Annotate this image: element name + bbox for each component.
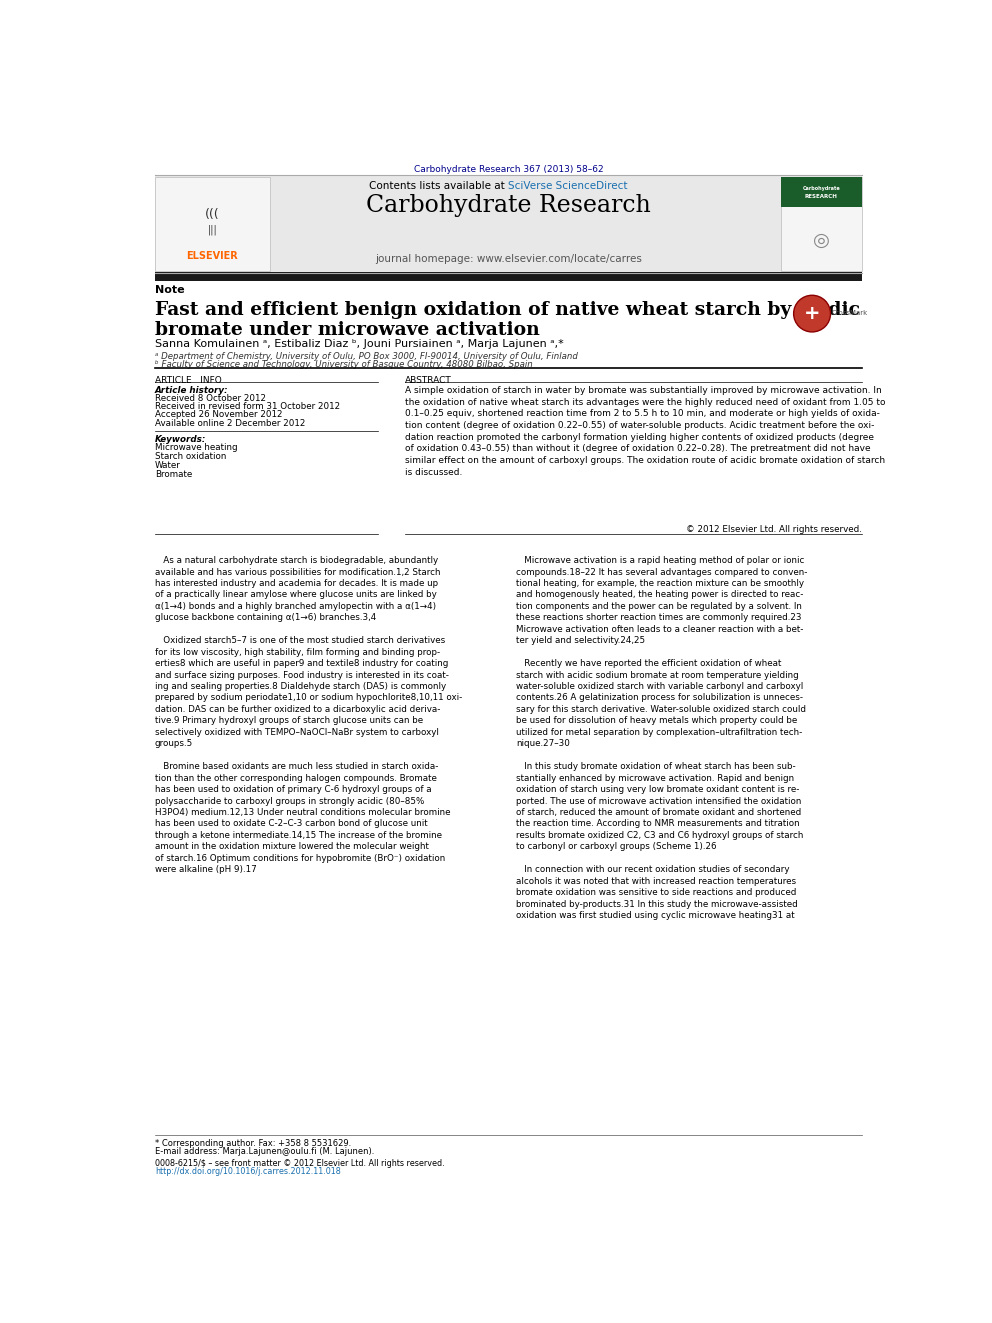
- Text: Bromate: Bromate: [155, 471, 192, 479]
- FancyBboxPatch shape: [155, 271, 862, 280]
- Text: ABSTRACT: ABSTRACT: [405, 376, 451, 385]
- Text: CrossMark: CrossMark: [831, 310, 868, 316]
- Text: Contents lists available at: Contents lists available at: [369, 181, 509, 191]
- Text: |||: |||: [207, 225, 217, 235]
- Text: Microwave activation is a rapid heating method of polar or ionic
compounds.18–22: Microwave activation is a rapid heating …: [516, 556, 807, 919]
- Text: ᵃ Department of Chemistry, University of Oulu, PO Box 3000, FI-90014, University: ᵃ Department of Chemistry, University of…: [155, 352, 577, 361]
- Text: Article history:: Article history:: [155, 386, 228, 396]
- Text: Carbohydrate: Carbohydrate: [803, 185, 840, 191]
- Text: Microwave heating: Microwave heating: [155, 443, 237, 452]
- Text: SciVerse ScienceDirect: SciVerse ScienceDirect: [509, 181, 628, 191]
- FancyBboxPatch shape: [782, 177, 862, 271]
- Text: As a natural carbohydrate starch is biodegradable, abundantly
available and has : As a natural carbohydrate starch is biod…: [155, 556, 462, 875]
- Text: A simple oxidation of starch in water by bromate was substantially improved by m: A simple oxidation of starch in water by…: [405, 386, 885, 476]
- Text: Received in revised form 31 October 2012: Received in revised form 31 October 2012: [155, 402, 340, 411]
- Text: Starch oxidation: Starch oxidation: [155, 452, 226, 462]
- Text: RESEARCH: RESEARCH: [805, 194, 837, 198]
- Text: Received 8 October 2012: Received 8 October 2012: [155, 394, 266, 404]
- FancyBboxPatch shape: [155, 177, 270, 271]
- Text: Note: Note: [155, 284, 185, 295]
- Text: ᵇ Faculty of Science and Technology, University of Basque Country, 48080 Bilbao,: ᵇ Faculty of Science and Technology, Uni…: [155, 360, 533, 369]
- Text: Carbohydrate Research: Carbohydrate Research: [366, 194, 651, 217]
- Text: Carbohydrate Research 367 (2013) 58–62: Carbohydrate Research 367 (2013) 58–62: [414, 165, 603, 173]
- Text: ARTICLE   INFO: ARTICLE INFO: [155, 376, 221, 385]
- Text: Fast and efficient benign oxidation of native wheat starch by acidic: Fast and efficient benign oxidation of n…: [155, 302, 860, 319]
- Ellipse shape: [794, 295, 830, 332]
- Text: © 2012 Elsevier Ltd. All rights reserved.: © 2012 Elsevier Ltd. All rights reserved…: [686, 525, 862, 534]
- Text: Accepted 26 November 2012: Accepted 26 November 2012: [155, 410, 283, 419]
- Text: Keywords:: Keywords:: [155, 435, 206, 443]
- Text: ◎: ◎: [812, 230, 829, 250]
- Text: Water: Water: [155, 462, 181, 470]
- Text: journal homepage: www.elsevier.com/locate/carres: journal homepage: www.elsevier.com/locat…: [375, 254, 642, 263]
- Text: Available online 2 December 2012: Available online 2 December 2012: [155, 418, 306, 427]
- Text: E-mail address: Marja.Lajunen@oulu.fi (M. Lajunen).: E-mail address: Marja.Lajunen@oulu.fi (M…: [155, 1147, 374, 1156]
- FancyBboxPatch shape: [782, 177, 862, 206]
- FancyBboxPatch shape: [155, 175, 862, 273]
- Text: Sanna Komulainen ᵃ, Estibaliz Diaz ᵇ, Jouni Pursiainen ᵃ, Marja Lajunen ᵃ,*: Sanna Komulainen ᵃ, Estibaliz Diaz ᵇ, Jo…: [155, 339, 563, 349]
- Text: * Corresponding author. Fax: +358 8 5531629.: * Corresponding author. Fax: +358 8 5531…: [155, 1139, 351, 1148]
- Text: (((: (((: [205, 208, 219, 221]
- Text: 0008-6215/$ – see front matter © 2012 Elsevier Ltd. All rights reserved.: 0008-6215/$ – see front matter © 2012 El…: [155, 1159, 444, 1168]
- Text: +: +: [804, 304, 820, 323]
- Text: bromate under microwave activation: bromate under microwave activation: [155, 320, 540, 339]
- Text: http://dx.doi.org/10.1016/j.carres.2012.11.018: http://dx.doi.org/10.1016/j.carres.2012.…: [155, 1167, 340, 1176]
- Text: ELSEVIER: ELSEVIER: [186, 250, 238, 261]
